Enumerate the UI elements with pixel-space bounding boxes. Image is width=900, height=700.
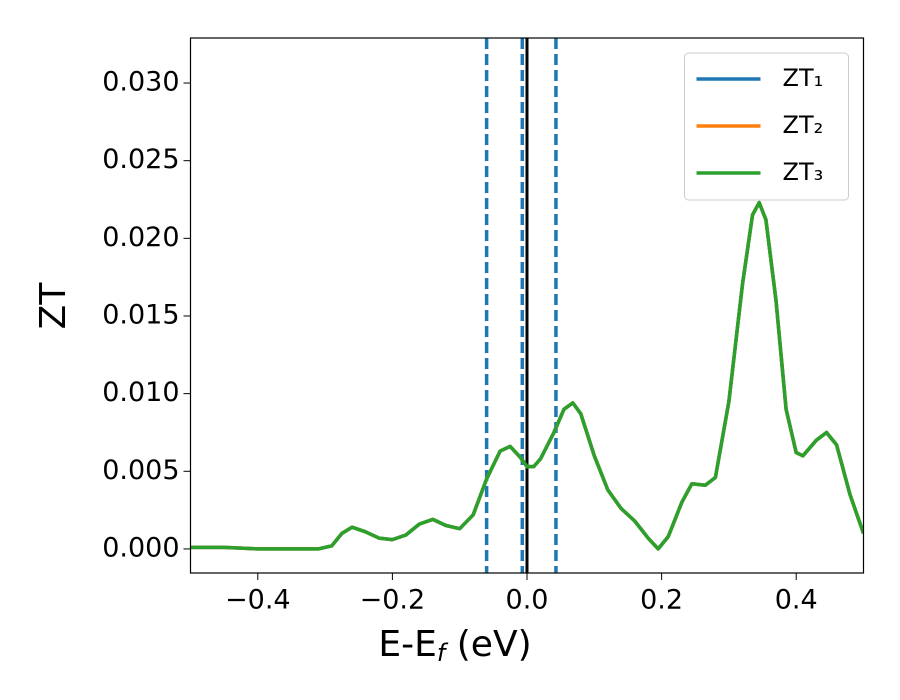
plot-frame <box>189 37 865 574</box>
legend: ZT₁ ZT₂ ZT₃ <box>684 52 849 201</box>
x-label-part: E-E <box>378 624 436 665</box>
x-tick-label: −0.4 <box>225 585 291 616</box>
x-tick-label: 0.4 <box>775 585 818 616</box>
y-tick-label: 0.020 <box>102 222 179 253</box>
y-axis-label: ZT <box>33 282 74 330</box>
y-tick-label: 0.000 <box>102 532 179 563</box>
x-tick-label: 0.0 <box>506 585 549 616</box>
legend-label: ZT₃ <box>783 158 824 186</box>
x-axis-label: E-Ef (eV) <box>378 624 531 667</box>
y-tick-label: 0.030 <box>102 67 179 98</box>
y-tick-label: 0.025 <box>102 144 179 175</box>
x-tick-label: −0.2 <box>360 585 426 616</box>
y-tick-label: 0.015 <box>102 299 179 330</box>
legend-label: ZT₁ <box>783 64 824 92</box>
y-tick-label: 0.005 <box>102 455 179 486</box>
x-label-part: (eV) <box>445 624 531 665</box>
x-tick-label: 0.2 <box>640 585 683 616</box>
legend-box <box>684 52 849 201</box>
series-line <box>190 200 864 551</box>
legend-label: ZT₂ <box>783 111 824 139</box>
y-tick-label: 0.010 <box>102 377 179 408</box>
